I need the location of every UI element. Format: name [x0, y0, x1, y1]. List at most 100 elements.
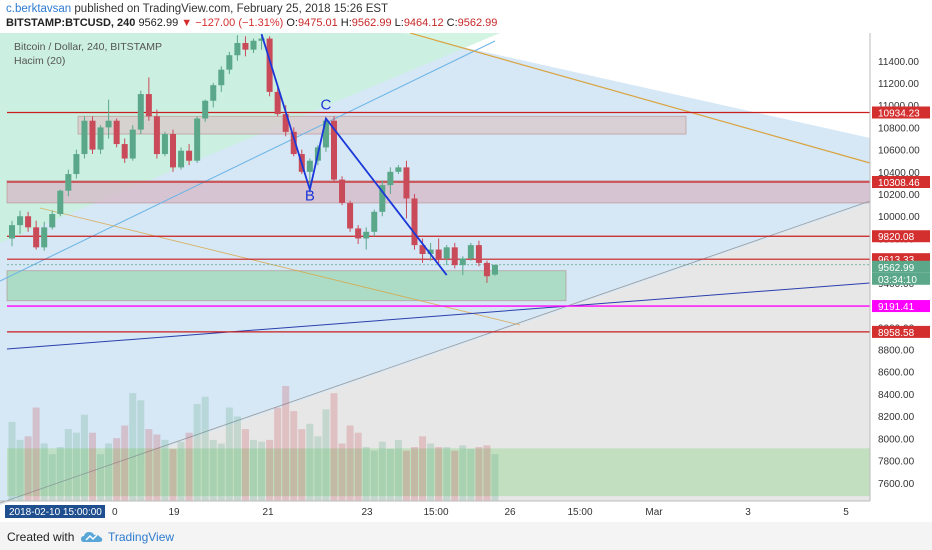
candle-body[interactable]: [371, 211, 378, 232]
current-price-tag: 9562.99: [878, 263, 915, 274]
candle-body[interactable]: [218, 69, 225, 86]
volume-bar: [419, 436, 427, 501]
candle-body[interactable]: [129, 129, 136, 159]
volume-bar: [121, 425, 129, 501]
candle-body[interactable]: [49, 214, 56, 228]
y-tick-label: 10200.00: [878, 190, 920, 201]
candle-body[interactable]: [459, 258, 466, 266]
y-tick-label: 7600.00: [878, 479, 915, 490]
candle-body[interactable]: [210, 85, 217, 101]
candle-body[interactable]: [395, 167, 402, 172]
volume-bar: [346, 425, 354, 501]
candle-body[interactable]: [290, 131, 297, 155]
volume-bar: [137, 400, 145, 501]
volume-bar: [250, 439, 257, 501]
candle-body[interactable]: [274, 91, 281, 115]
high-label: H:: [340, 17, 352, 29]
volume-bar: [40, 443, 48, 501]
current-price-tag-bg: [872, 260, 930, 273]
candle-body[interactable]: [242, 42, 249, 50]
candle-body[interactable]: [113, 120, 120, 145]
candle-body[interactable]: [97, 127, 104, 150]
candle-body[interactable]: [145, 94, 152, 117]
candle-body[interactable]: [89, 120, 96, 150]
volume-bar: [483, 445, 491, 501]
author-link[interactable]: c.berktavsan: [6, 3, 72, 15]
volume-bar: [24, 436, 32, 501]
high-value: 9562.99: [351, 17, 392, 29]
candle-body[interactable]: [331, 120, 337, 180]
chart-background: [0, 33, 932, 522]
candle-body[interactable]: [492, 264, 498, 275]
candle-body[interactable]: [9, 225, 15, 239]
candle-body[interactable]: [25, 216, 32, 228]
candle-body[interactable]: [65, 174, 72, 191]
candle-body[interactable]: [161, 134, 168, 155]
zone-box: [6, 180, 871, 204]
candle-body[interactable]: [33, 227, 40, 248]
candle-body[interactable]: [137, 94, 144, 130]
candle-body[interactable]: [186, 150, 193, 161]
level-price-tag-bg: [872, 230, 930, 243]
y-tick-label: 8200.00: [878, 412, 915, 423]
candle-body[interactable]: [363, 231, 370, 239]
volume-bar: [290, 411, 298, 501]
candle-body[interactable]: [282, 114, 289, 132]
level-price-tag: 9613.33: [878, 255, 915, 266]
x-tick-label: 19: [168, 507, 180, 518]
zone-box: [77, 115, 687, 135]
candle-body[interactable]: [387, 171, 394, 186]
candle-body[interactable]: [17, 216, 24, 226]
publish-info: published on TradingView.com, February 2…: [74, 3, 389, 15]
x-tick-label: 3: [745, 507, 751, 518]
candle-body[interactable]: [411, 198, 418, 246]
candle-body[interactable]: [194, 118, 201, 161]
candle-body[interactable]: [258, 38, 265, 41]
candle-body[interactable]: [81, 120, 88, 155]
candle-body[interactable]: [266, 38, 273, 92]
channel-top-line: [0, 40, 496, 282]
candle-body[interactable]: [467, 245, 474, 259]
volume-bar: [97, 454, 105, 501]
y-tick-label: 7800.00: [878, 457, 915, 468]
volume-bar: [274, 407, 282, 501]
candle-body[interactable]: [250, 40, 257, 50]
candle-body[interactable]: [403, 167, 410, 199]
candle-body[interactable]: [475, 245, 482, 263]
candle-body[interactable]: [306, 160, 313, 172]
tradingview-brand[interactable]: TradingView: [108, 530, 175, 544]
volume-bar: [386, 448, 394, 501]
y-tick-label: 10400.00: [878, 168, 920, 179]
volume-bar: [209, 439, 217, 501]
candle-body[interactable]: [57, 190, 64, 215]
candle-body[interactable]: [202, 100, 209, 119]
candle-body[interactable]: [234, 42, 241, 56]
candle-body[interactable]: [105, 120, 112, 128]
candle-body[interactable]: [41, 227, 48, 248]
candle-body[interactable]: [435, 249, 442, 259]
price-axis: 7600.00 7800.00 8000.00 8200.00 8400.00 8600.…: [869, 33, 932, 522]
candle-body[interactable]: [121, 144, 128, 159]
candle-body[interactable]: [339, 179, 346, 203]
candle-body[interactable]: [379, 185, 386, 212]
candle-body[interactable]: [355, 228, 362, 239]
volume-bar: [145, 429, 153, 501]
candle-body[interactable]: [347, 202, 354, 229]
candle-body[interactable]: [178, 150, 185, 168]
candle-body[interactable]: [170, 134, 176, 168]
candle-body[interactable]: [483, 262, 490, 277]
candle-body[interactable]: [226, 55, 233, 70]
candle-body[interactable]: [153, 116, 160, 155]
candle-body[interactable]: [419, 245, 426, 255]
volume-bar: [314, 436, 322, 501]
level-price-tag: 9820.08: [878, 232, 915, 243]
x-tick-label: 15:00: [567, 507, 592, 518]
candle-body[interactable]: [322, 120, 329, 148]
candle-body[interactable]: [451, 247, 458, 266]
volume-bar: [48, 454, 56, 501]
candle-body[interactable]: [443, 247, 450, 259]
candle-body[interactable]: [73, 154, 80, 175]
time-axis: 2018-02-10 15:00:00 19 21 23 15:00 26 15:00 Mar…: [0, 500, 870, 518]
candle-body[interactable]: [427, 249, 434, 255]
